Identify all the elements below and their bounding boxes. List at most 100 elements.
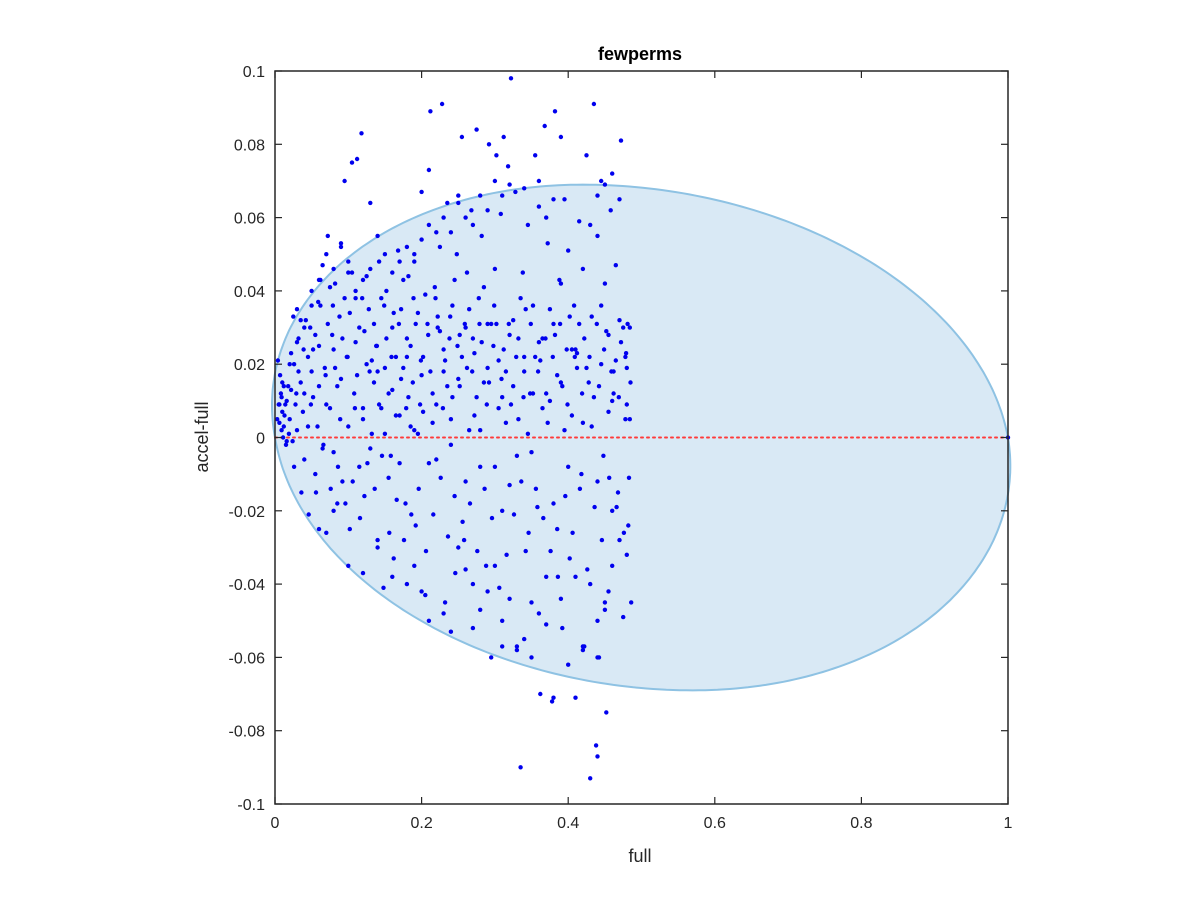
data-point [432,285,437,290]
data-point [573,347,578,352]
data-point [335,464,341,469]
data-point [409,512,414,517]
data-point [284,439,289,444]
data-point [595,233,600,239]
data-point [435,325,440,330]
data-point [513,189,518,195]
y-tick-label: 0.08 [234,137,265,154]
data-point [371,321,377,327]
data-point [296,336,301,341]
data-point [506,321,511,327]
data-point [538,691,543,697]
data-point [357,464,362,469]
data-point [287,362,292,367]
data-point [608,208,613,213]
data-point [306,512,311,517]
data-point [621,530,627,535]
data-point [357,515,363,521]
data-point [577,321,582,327]
data-point [599,362,604,367]
data-point [585,567,590,572]
data-point [496,406,501,411]
data-point [523,548,528,554]
data-point [450,303,455,308]
data-point [555,373,560,378]
data-point [567,556,572,561]
data-point [489,321,494,327]
data-point [514,647,520,653]
data-point [349,160,355,165]
data-point [459,134,465,140]
y-axis-label: accel-full [192,401,212,472]
data-point [340,336,345,341]
data-point [368,446,373,451]
data-point [310,347,316,352]
data-point [434,457,439,462]
data-point [523,307,528,312]
data-point [305,424,311,429]
data-point [463,479,468,484]
data-point [338,376,344,382]
data-point [309,369,314,374]
data-point [558,281,564,286]
data-point [282,413,287,418]
data-point [596,384,602,389]
data-point [403,501,408,506]
data-point [346,424,351,429]
data-point [492,266,498,272]
data-point [551,321,556,327]
data-point [375,545,380,550]
data-point [309,303,314,308]
x-tick-label: 0.6 [704,815,726,832]
data-point [589,424,594,429]
data-point [560,625,565,631]
data-point [376,402,382,407]
data-point [338,417,343,422]
data-point [491,343,496,349]
data-point [369,358,374,363]
data-point [470,369,475,374]
data-point [416,486,421,491]
data-point [555,526,560,532]
data-point [494,321,499,327]
data-point [401,365,406,371]
data-point [611,391,616,396]
data-point [481,285,487,290]
data-point [290,439,295,444]
data-point [574,365,580,371]
data-point [419,237,424,242]
data-point [530,303,536,308]
data-point [404,406,409,411]
data-point [547,398,553,404]
y-tick-label: 0 [256,431,265,448]
data-point [610,171,615,176]
data-point [579,471,584,477]
data-point [500,618,505,623]
data-point [566,464,571,469]
data-point [456,200,461,206]
data-point [485,208,490,213]
data-point [621,614,626,620]
y-tick-label: 0.04 [234,284,265,301]
data-point [542,123,547,129]
data-point [525,222,531,228]
data-point [560,384,565,389]
data-point [284,398,289,404]
data-point [396,321,402,327]
data-point [346,563,351,568]
data-point [448,629,454,634]
data-point [627,325,632,330]
data-point [452,493,457,499]
data-point [410,380,415,385]
data-point [577,219,582,224]
data-point [294,428,300,433]
data-point [472,351,477,356]
data-point [393,354,399,360]
data-point [417,402,423,407]
data-point [511,318,516,323]
data-point [438,475,443,480]
data-point [459,354,465,360]
data-point [599,303,604,308]
data-point [413,523,418,528]
data-point [457,332,462,338]
